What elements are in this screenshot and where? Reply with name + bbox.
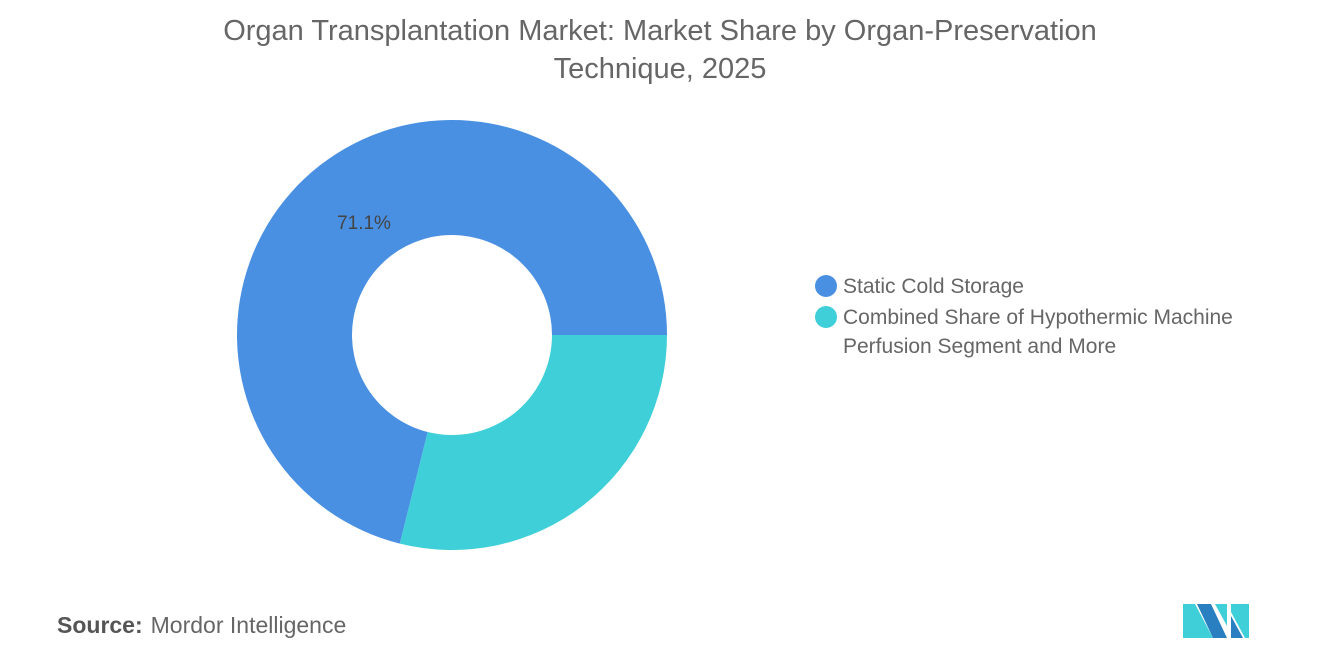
legend-label: Static Cold Storage <box>843 275 1024 298</box>
donut-slice-0 <box>237 120 667 544</box>
legend-label: Combined Share of Hypothermic Machine Pe… <box>843 306 1233 358</box>
data-label-static-cold-storage: 71.1% <box>337 213 391 234</box>
source-label: Source: <box>57 612 143 638</box>
mordor-intelligence-logo <box>1183 604 1249 638</box>
legend-swatch <box>815 275 837 297</box>
source-note: Source: Mordor Intelligence <box>57 612 346 639</box>
donut-slice-1 <box>399 335 667 550</box>
chart-title: Organ Transplantation Market: Market Sha… <box>223 15 1097 85</box>
legend: Static Cold Storage Combined Share of Hy… <box>815 272 1285 363</box>
legend-item-static-cold-storage: Static Cold Storage <box>815 272 1285 301</box>
source-value: Mordor Intelligence <box>150 612 347 638</box>
legend-item-combined-share: Combined Share of Hypothermic Machine Pe… <box>815 303 1285 361</box>
legend-swatch <box>815 306 837 328</box>
